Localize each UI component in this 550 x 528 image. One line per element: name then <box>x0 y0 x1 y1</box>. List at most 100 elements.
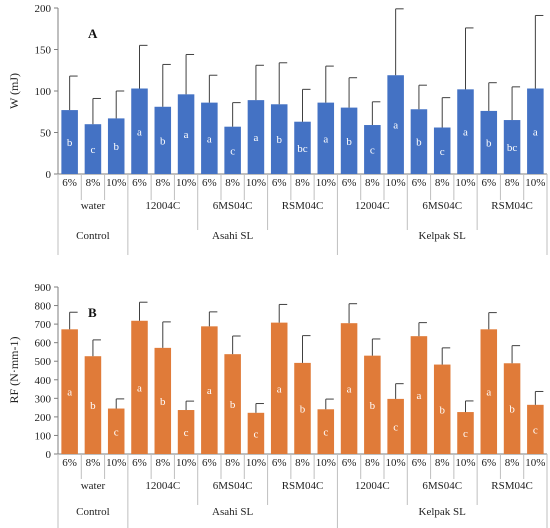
bar <box>503 363 521 454</box>
bar <box>131 320 148 454</box>
bar <box>503 120 521 174</box>
bar <box>84 124 102 174</box>
x-tick-label: 10% <box>386 177 406 189</box>
x-tick-label: 6% <box>62 177 77 189</box>
y-tick-label: 500 <box>35 356 52 368</box>
significance-letter: c <box>323 427 328 439</box>
super-group-label: Asahi SL <box>212 230 254 242</box>
significance-letter: a <box>323 133 328 145</box>
panel-letter: B <box>88 305 97 320</box>
bar <box>433 364 451 454</box>
bar <box>154 347 172 454</box>
bar <box>201 326 218 454</box>
bar <box>387 75 404 174</box>
bar <box>270 322 288 454</box>
bar <box>107 408 125 454</box>
bar <box>410 336 428 454</box>
significance-letter: a <box>347 384 352 396</box>
significance-letter: b <box>160 135 166 147</box>
panel-b: 0 100 200 300 400 500 600 700 800 900 RF (N·mm-1) B… <box>7 282 548 528</box>
bar <box>201 102 218 174</box>
significance-letter: c <box>440 146 445 158</box>
significance-letter: b <box>509 404 515 416</box>
x-tick-label: 8% <box>295 177 310 189</box>
bar <box>270 104 288 174</box>
bar <box>84 356 102 454</box>
bar <box>294 121 311 174</box>
significance-letter: a <box>207 385 212 397</box>
x-tick-label: 6% <box>481 177 496 189</box>
bar <box>154 106 172 174</box>
bar <box>317 409 335 454</box>
bar <box>131 88 148 174</box>
significance-letter: b <box>230 399 236 411</box>
x-tick-label: 6% <box>202 177 217 189</box>
x-tick-label: 10% <box>246 457 266 469</box>
x-tick-label: 8% <box>505 457 520 469</box>
significance-letter: c <box>90 144 95 156</box>
significance-letter: a <box>67 387 72 399</box>
bar <box>340 323 358 454</box>
significance-letter: a <box>137 382 142 394</box>
y-tick-label: 300 <box>35 393 52 405</box>
super-group-label: Asahi SL <box>212 506 254 518</box>
significance-letter: a <box>253 132 258 144</box>
x-tick-label: 8% <box>295 457 310 469</box>
significance-letter: b <box>346 136 352 148</box>
bar <box>247 100 265 174</box>
bar <box>527 88 544 174</box>
x-tick-label: 6% <box>342 457 357 469</box>
significance-letter: c <box>114 426 119 438</box>
x-tick-label: 8% <box>365 177 380 189</box>
group-label: 12004C <box>355 480 390 492</box>
significance-letter: b <box>67 137 73 149</box>
super-group-label: Control <box>76 506 110 518</box>
y-axis-title: RF (N·mm-1) <box>7 337 21 404</box>
group-label: 6MS04C <box>213 480 253 492</box>
bar <box>433 127 451 174</box>
y-tick-label: 800 <box>35 301 52 313</box>
bar <box>61 329 78 454</box>
super-group-label: Control <box>76 230 110 242</box>
x-tick-label: 8% <box>505 177 520 189</box>
significance-letter: b <box>370 400 376 412</box>
x-tick-label: 6% <box>412 177 427 189</box>
significance-letter: c <box>370 145 375 157</box>
x-tick-label: 8% <box>435 457 450 469</box>
x-tick-label: 10% <box>106 457 126 469</box>
bar <box>107 118 125 174</box>
y-tick-label: 0 <box>46 169 52 181</box>
significance-letter: a <box>463 127 468 139</box>
group-label: RSM04C <box>491 200 533 212</box>
group-label: water <box>81 480 106 492</box>
x-tick-label: 6% <box>272 457 287 469</box>
significance-letter: c <box>184 427 189 439</box>
y-tick-label: 0 <box>46 449 52 461</box>
x-tick-label: 6% <box>272 177 287 189</box>
bar <box>457 89 474 174</box>
y-tick-label: 700 <box>35 319 52 331</box>
group-label: 12004C <box>355 200 390 212</box>
group-label: RSM04C <box>282 480 324 492</box>
significance-letter: c <box>253 428 258 440</box>
significance-letter: b <box>416 137 422 149</box>
significance-letter: c <box>463 428 468 440</box>
bar <box>247 412 265 454</box>
bar <box>480 110 498 174</box>
y-tick-label: 600 <box>35 338 52 350</box>
y-tick-label: 50 <box>40 128 52 140</box>
y-tick-label: 100 <box>35 86 52 98</box>
bar <box>177 94 195 174</box>
x-tick-label: 10% <box>106 177 126 189</box>
bar <box>364 125 381 174</box>
x-tick-label: 8% <box>86 457 101 469</box>
x-tick-label: 6% <box>62 457 77 469</box>
group-label: RSM04C <box>282 200 324 212</box>
group-label: 6MS04C <box>213 200 253 212</box>
significance-letter: c <box>230 145 235 157</box>
x-tick-label: 10% <box>525 457 545 469</box>
bar <box>457 412 474 454</box>
group-label: 12004C <box>145 200 180 212</box>
